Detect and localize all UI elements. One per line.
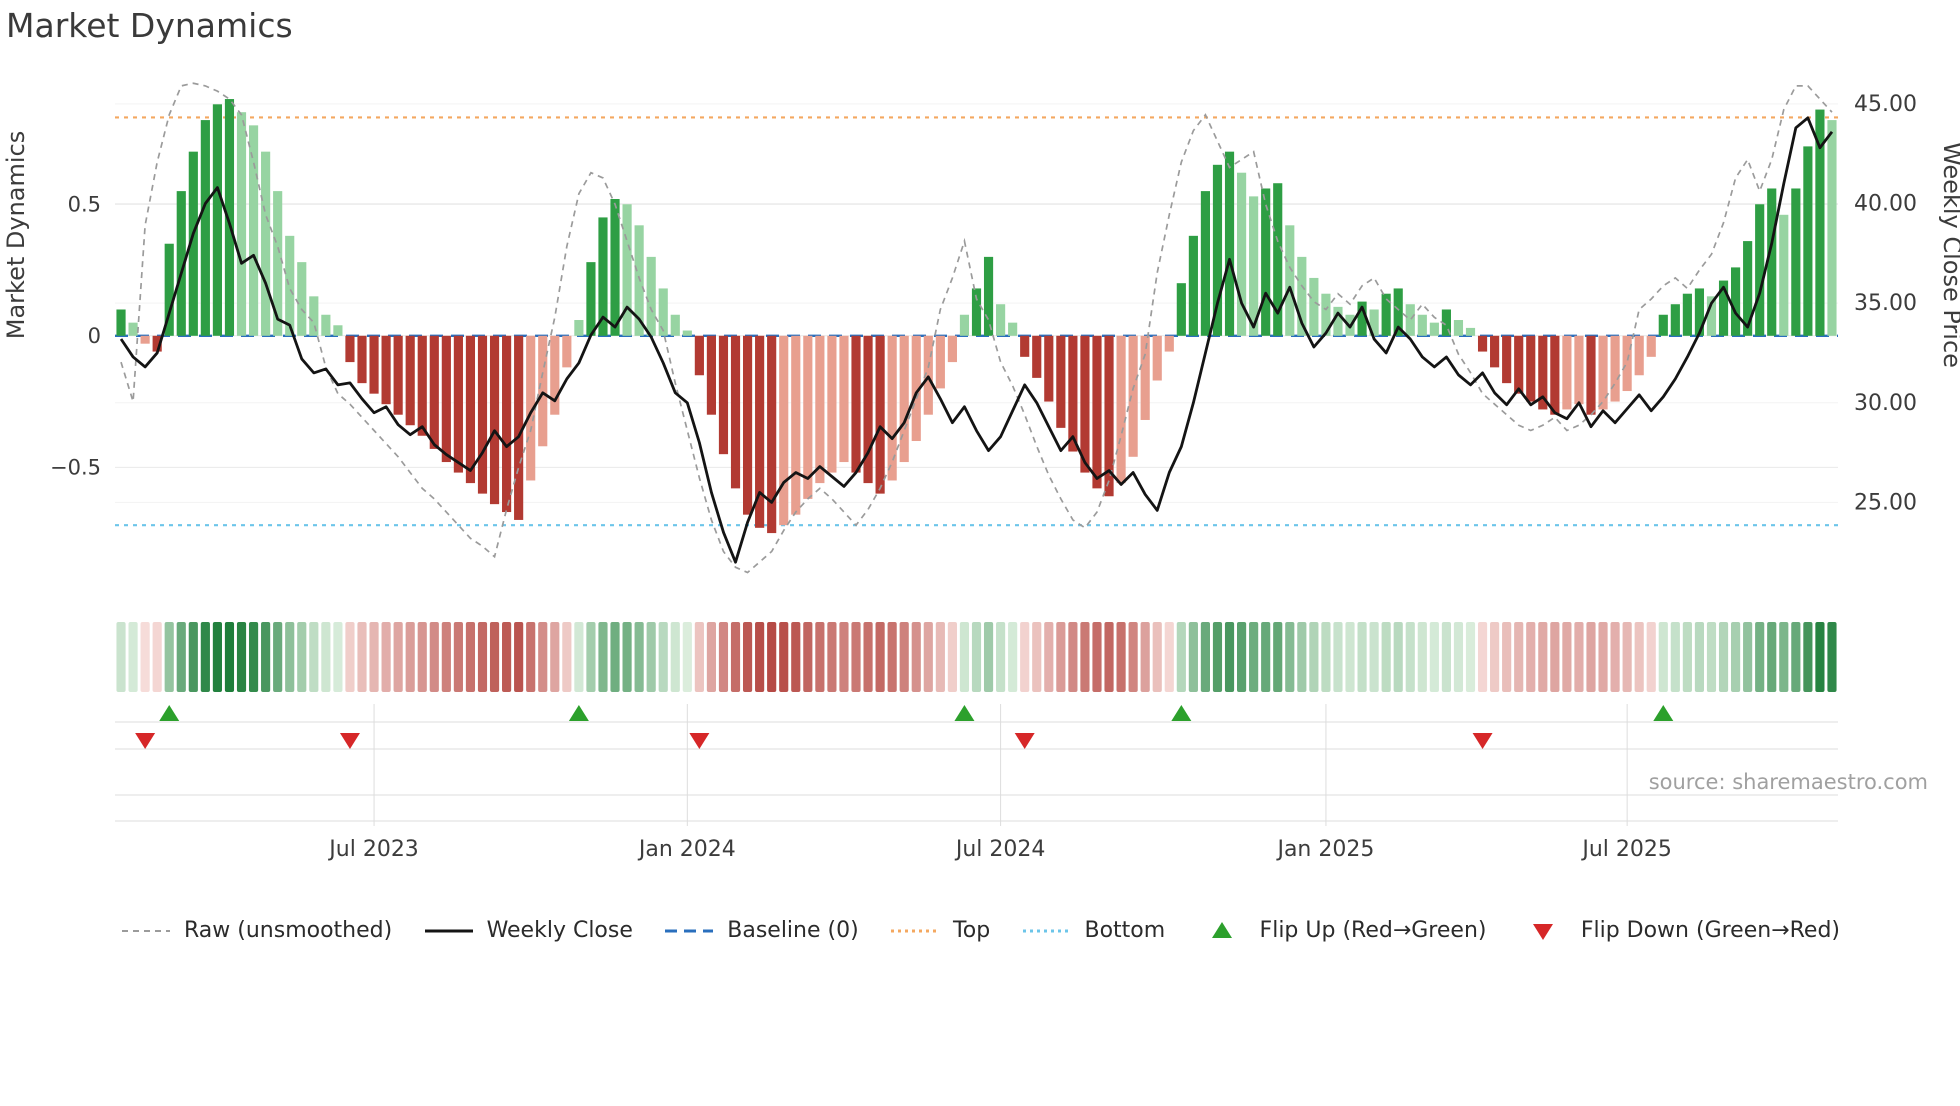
axis-ticks: −0.5 0 0.5 25.00 30.00 35.00 40.00 45.00 Jul 202… (50, 92, 1917, 862)
source-attribution: source: sharemaestro.com (1648, 770, 1928, 794)
legend-label: Flip Up (Red→Green) (1259, 918, 1487, 943)
legend-label: Raw (unsmoothed) (184, 918, 393, 943)
left-axis-tick-label: 0.5 (68, 192, 101, 216)
right-axis-tick-label: 45.00 (1854, 92, 1917, 117)
oscillator-bars (116, 99, 1837, 534)
axis-titles: Market Dynamics Weekly Close Price (2, 131, 1960, 368)
flip-up-marker (159, 705, 180, 721)
right-axis-tick-label: 30.00 (1854, 391, 1917, 416)
legend-item-dot-orange: Top (889, 918, 990, 943)
legend-item-dash-blue: Baseline (0) (663, 918, 859, 943)
legend-item-tri-up: Flip Up (Red→Green) (1196, 918, 1487, 943)
legend-label: Flip Down (Green→Red) (1580, 918, 1840, 943)
tri-up-icon (1211, 921, 1232, 938)
lower-panel-lines (115, 704, 1838, 826)
dash-blue-icon (665, 929, 714, 932)
x-axis-tick-label: Jul 2025 (1580, 837, 1672, 862)
legend-item-dot-cyan: Bottom (1021, 918, 1166, 943)
x-axis-tick-label: Jan 2024 (637, 837, 736, 862)
legend-item-dash-gray: Raw (unsmoothed) (120, 918, 392, 943)
flip-markers (135, 705, 1674, 749)
flip-up-marker (954, 705, 975, 721)
left-axis-tick-label: 0 (88, 324, 101, 348)
flip-up-marker (568, 705, 589, 721)
flip-down-marker (1472, 733, 1493, 749)
x-axis-tick-label: Jul 2023 (327, 837, 419, 862)
legend-label: Weekly Close (486, 918, 633, 943)
flip-down-marker (135, 733, 156, 749)
right-axis-title: Weekly Close Price (1938, 142, 1960, 368)
left-axis-title: Market Dynamics (2, 131, 30, 339)
dot-cyan-icon (1022, 929, 1071, 932)
tri-down-icon (1532, 923, 1553, 940)
momentum-heatmap-strip (116, 622, 1837, 692)
weekly-close-line (119, 116, 1834, 564)
right-axis-tick-label: 25.00 (1854, 490, 1917, 515)
chart-legend: Raw (unsmoothed) Weekly Close Baseline (0)… (0, 918, 1960, 943)
dash-gray-icon (122, 929, 170, 932)
right-axis-tick-label: 35.00 (1854, 291, 1917, 316)
flip-down-marker (1014, 733, 1035, 749)
flip-up-marker (1653, 705, 1674, 721)
x-axis-tick-label: Jul 2024 (954, 837, 1046, 862)
x-axis-tick-label: Jan 2025 (1275, 837, 1374, 862)
right-axis-tick-label: 40.00 (1854, 192, 1917, 217)
left-axis-tick-label: −0.5 (50, 455, 101, 479)
legend-label: Bottom (1084, 918, 1166, 943)
flip-down-marker (339, 733, 360, 749)
legend-item-tri-down: Flip Down (Green→Red) (1517, 918, 1840, 943)
raw-unsmoothed-line (120, 82, 1833, 574)
flip-up-marker (1171, 705, 1192, 721)
flip-down-marker (689, 733, 710, 749)
legend-item-solid-black: Weekly Close (423, 918, 633, 943)
page-title: Market Dynamics (6, 6, 293, 45)
legend-label: Baseline (0) (727, 918, 859, 943)
legend-label: Top (953, 918, 991, 943)
dot-orange-icon (891, 929, 940, 932)
solid-black-icon (424, 929, 473, 932)
